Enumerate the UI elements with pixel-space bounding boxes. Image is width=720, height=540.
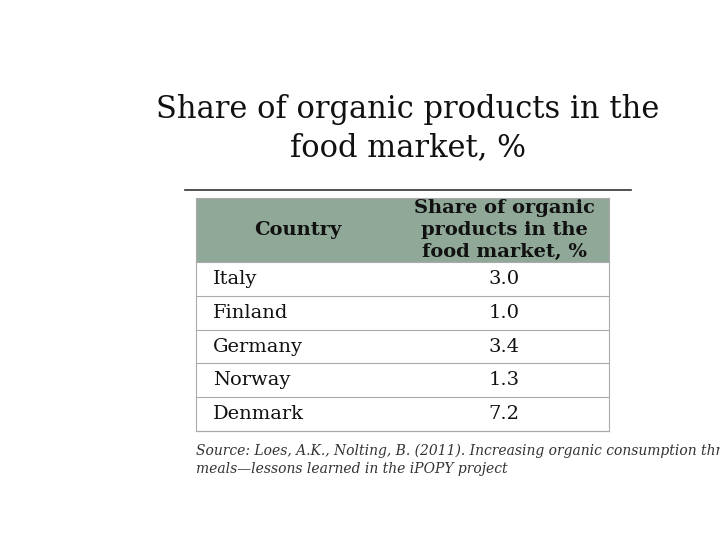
Text: Share of organic
products in the
food market, %: Share of organic products in the food ma… bbox=[414, 199, 595, 261]
Text: Italy: Italy bbox=[213, 270, 257, 288]
Text: 3.0: 3.0 bbox=[489, 270, 520, 288]
FancyBboxPatch shape bbox=[196, 296, 609, 329]
Text: 7.2: 7.2 bbox=[489, 405, 520, 423]
FancyBboxPatch shape bbox=[196, 329, 609, 363]
Text: 1.0: 1.0 bbox=[489, 304, 520, 322]
Text: Country: Country bbox=[254, 221, 341, 239]
Text: Source: Loes, A.K., Nolting, B. (2011). Increasing organic consumption through s: Source: Loes, A.K., Nolting, B. (2011). … bbox=[196, 443, 720, 476]
Text: 3.4: 3.4 bbox=[489, 338, 520, 355]
Text: Share of organic products in the
food market, %: Share of organic products in the food ma… bbox=[156, 94, 660, 163]
FancyBboxPatch shape bbox=[196, 397, 609, 431]
Text: Denmark: Denmark bbox=[213, 405, 304, 423]
Text: Germany: Germany bbox=[213, 338, 302, 355]
FancyBboxPatch shape bbox=[196, 198, 609, 262]
Text: Finland: Finland bbox=[213, 304, 288, 322]
Text: 1.3: 1.3 bbox=[489, 371, 520, 389]
Text: Norway: Norway bbox=[213, 371, 290, 389]
FancyBboxPatch shape bbox=[196, 363, 609, 397]
FancyBboxPatch shape bbox=[196, 262, 609, 296]
